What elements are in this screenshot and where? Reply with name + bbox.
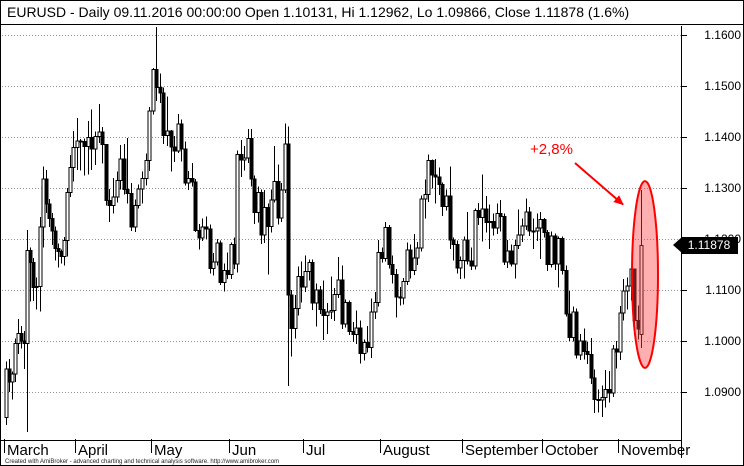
last-price-tag: 1.11878 (673, 236, 738, 254)
x-axis-month-label: November (621, 442, 691, 459)
x-axis-month-label: March (7, 442, 49, 459)
x-axis-month-label: May (154, 442, 183, 459)
title-bar: EURUSD - Daily 09.11.2016 00:00:00 Open … (1, 1, 743, 25)
gridlines (2, 35, 681, 393)
x-axis-month-label: Jun (232, 442, 257, 459)
x-axis-month-label: October (545, 442, 599, 459)
y-axis-tick-label: 1.1400 (704, 130, 741, 145)
y-axis-tick-label: 1.1000 (704, 334, 741, 349)
chart-title: EURUSD - Daily 09.11.2016 00:00:00 Open … (7, 4, 630, 20)
x-axis-month-label: April (78, 442, 109, 459)
y-axis-tick-label: 1.1600 (704, 28, 741, 43)
y-axis-tick-label: 1.1300 (704, 181, 741, 196)
annotation-label: +2,8% (530, 141, 573, 158)
red-annotation (574, 162, 659, 369)
x-axis-month-label: September (465, 442, 539, 459)
x-axis-month-label: Jul (306, 442, 326, 459)
x-axis-month-label: August (383, 442, 430, 459)
candles (4, 27, 644, 432)
axes (1, 26, 687, 458)
attribution-text: Created with AmiBroker - advanced charti… (5, 459, 280, 465)
y-axis-tick-label: 1.1100 (705, 283, 741, 298)
price-tag-label: 1.11878 (682, 236, 738, 254)
y-axis-tick-label: 1.1500 (704, 79, 741, 94)
y-axis-tick-label: 1.0900 (704, 385, 741, 400)
price-tag-pointer-icon (673, 237, 682, 254)
